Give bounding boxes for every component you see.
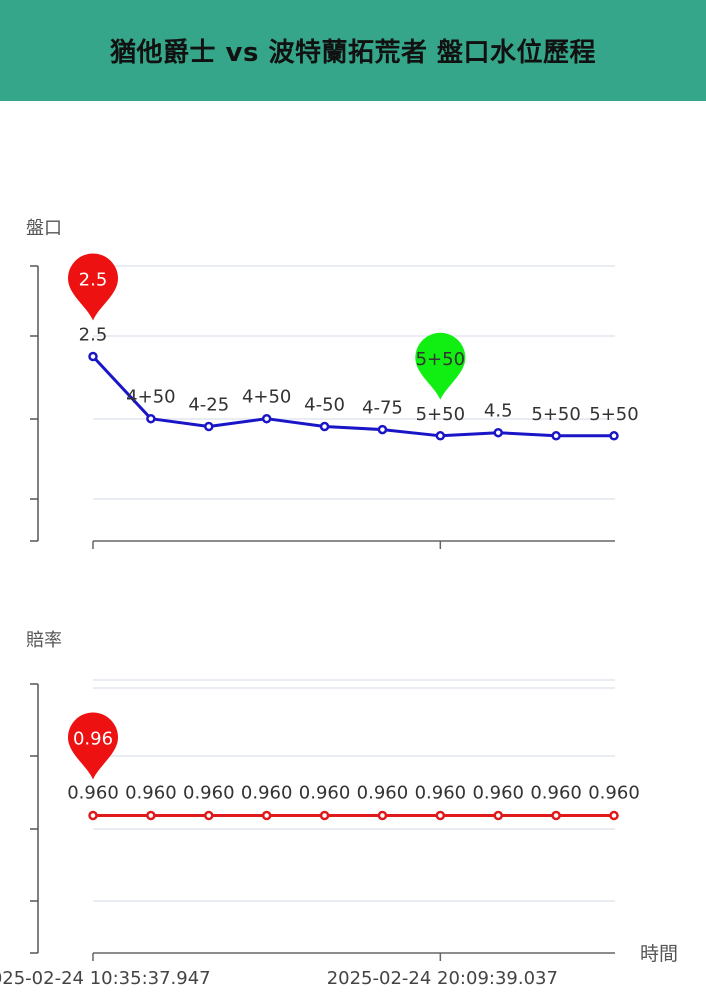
pin-marker-label: 2.5 [79, 270, 108, 291]
data-point [261, 413, 272, 424]
page-title: 猶他爵士 vs 波特蘭拓荒者 盤口水位歷程 [109, 38, 597, 68]
chart-panel-1: 盤口 2.5 4+50 4-25 4+50 4-50 4-75 5+50 4.5 5+50 5+50… [26, 218, 639, 549]
data-label: 5+50 [531, 404, 580, 425]
y-axis-title: 賠率 [26, 630, 62, 651]
odds-history-charts: 盤口 2.5 4+50 4-25 4+50 4-50 4-75 5+50 4.5 5+50 5+50… [0, 218, 678, 989]
data-point [204, 421, 214, 432]
data-point [146, 810, 156, 821]
data-point [377, 424, 388, 435]
data-point [551, 431, 561, 441]
data-point [146, 413, 156, 424]
data-label: 0.960 [241, 783, 293, 804]
data-label: 4+50 [242, 387, 291, 408]
pin-marker-label: 5+50 [416, 349, 465, 370]
data-point [609, 431, 619, 441]
data-point [435, 810, 446, 821]
data-label: 0.960 [357, 783, 409, 804]
data-point [551, 810, 561, 821]
data-label: 4+50 [126, 387, 175, 408]
data-point [609, 810, 619, 821]
chart-panel-2: 賠率 2025-02-24 10:35:37.947 2025-02-24 20:0… [0, 630, 678, 989]
data-label: 0.960 [183, 783, 235, 804]
x-axis-title: 時間 [640, 943, 678, 965]
data-point [435, 431, 446, 441]
data-point [204, 810, 214, 821]
data-label: 0.960 [530, 783, 582, 804]
series-line [91, 355, 614, 438]
y-axis-title: 盤口 [26, 218, 62, 239]
data-point [88, 351, 98, 362]
data-label: 0.960 [588, 783, 640, 804]
data-point [493, 427, 503, 438]
x-tick-label: 2025-02-24 10:35:37.947 [0, 968, 211, 989]
data-label: 5+50 [589, 404, 638, 425]
pin-marker-label: 0.96 [73, 729, 113, 750]
data-point [88, 810, 98, 821]
x-tick-label: 2025-02-24 20:09:39.037 [327, 968, 558, 989]
data-label: 4.5 [484, 401, 513, 422]
page-header: 猶他爵士 vs 波特蘭拓荒者 盤口水位歷程 [0, 0, 706, 101]
pin-marker [68, 712, 118, 780]
data-label: 0.960 [299, 783, 351, 804]
data-label: 0.960 [472, 783, 524, 804]
data-label: 4-75 [362, 398, 403, 419]
pin-marker [68, 253, 118, 321]
data-point [261, 810, 272, 821]
data-point [319, 810, 330, 821]
data-label: 0.960 [415, 783, 467, 804]
data-label: 4-50 [304, 394, 345, 415]
data-label: 5+50 [416, 404, 465, 425]
data-point [493, 810, 503, 821]
data-label: 0.960 [125, 783, 177, 804]
data-label: 2.5 [79, 325, 108, 346]
data-point [319, 421, 330, 432]
data-point [377, 810, 388, 821]
data-label: 0.960 [67, 783, 119, 804]
data-label: 4-25 [188, 394, 229, 415]
pin-marker [415, 332, 466, 400]
